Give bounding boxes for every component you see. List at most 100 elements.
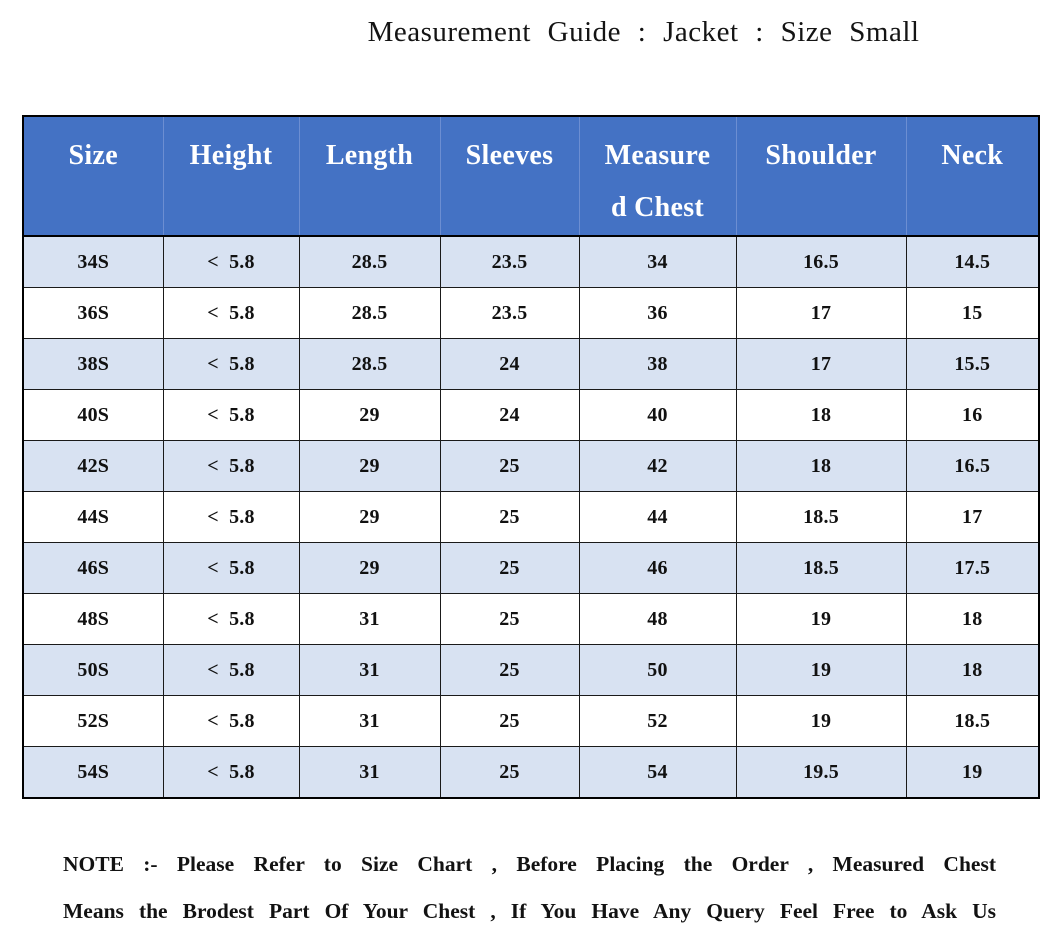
table-cell-shoulder: 17 [735,287,907,339]
table-cell-shoulder: 18 [735,440,907,492]
table-cell-height: < 5.8 [162,338,300,390]
table-cell-sleeves: 24 [439,389,580,441]
table-cell-shoulder: 19 [735,695,907,747]
column-header-length: Length [299,116,441,237]
table-cell-shoulder: 17 [735,338,907,390]
table-row: 36S < 5.8 28.5 23.5 36 17 15 [22,287,1040,339]
table-cell-sleeves: 25 [439,542,580,594]
table-cell-size: 54S [22,746,164,799]
table-cell-shoulder: 19 [735,644,907,696]
table-cell-length: 29 [298,491,441,543]
table-cell-size: 52S [22,695,164,747]
table-cell-measured-chest: 46 [578,542,737,594]
table-cell-measured-chest: 44 [578,491,737,543]
table-row: 50S < 5.8 31 25 50 19 18 [22,644,1040,696]
table-cell-height: < 5.8 [162,491,300,543]
table-cell-measured-chest: 42 [578,440,737,492]
table-cell-length: 28.5 [298,338,441,390]
table-cell-measured-chest: 54 [578,746,737,799]
table-cell-neck: 18 [905,644,1040,696]
table-row: 54S < 5.8 31 25 54 19.5 19 [22,746,1040,799]
table-cell-sleeves: 23.5 [439,287,580,339]
page-title: Measurement Guide : Jacket : Size Small [367,16,920,48]
table-row: 42S < 5.8 29 25 42 18 16.5 [22,440,1040,492]
table-cell-height: < 5.8 [162,389,300,441]
table-cell-shoulder: 16.5 [735,235,907,288]
table-cell-neck: 14.5 [905,235,1040,288]
table-cell-sleeves: 25 [439,593,580,645]
table-row: 40S < 5.8 29 24 40 18 16 [22,389,1040,441]
column-header-shoulder: Shoulder [736,116,907,237]
table-cell-height: < 5.8 [162,695,300,747]
table-cell-length: 29 [298,542,441,594]
note: NOTE :- Please Refer to Size Chart , Bef… [63,841,996,935]
table-cell-size: 40S [22,389,164,441]
table-cell-size: 44S [22,491,164,543]
table-cell-neck: 17.5 [905,542,1040,594]
table-row: 46S < 5.8 29 25 46 18.5 17.5 [22,542,1040,594]
table-cell-size: 48S [22,593,164,645]
table-cell-height: < 5.8 [162,287,300,339]
table-body: 34S < 5.8 28.5 23.5 34 16.5 14.5 36S < 5.8 28.5 23… [22,235,1040,799]
table-cell-size: 34S [22,235,164,288]
table-cell-sleeves: 25 [439,746,580,799]
column-header-size: Size [23,116,164,237]
table-cell-measured-chest: 48 [578,593,737,645]
table-cell-measured-chest: 34 [578,235,737,288]
note-line-1: NOTE :- Please Refer to Size Chart , Bef… [63,852,996,876]
table-cell-neck: 18.5 [905,695,1040,747]
note-line-2: Means the Brodest Part Of Your Chest , I… [63,899,996,923]
table-cell-length: 29 [298,440,441,492]
table-cell-sleeves: 25 [439,695,580,747]
table-cell-length: 28.5 [298,235,441,288]
table-cell-height: < 5.8 [162,644,300,696]
table-cell-neck: 16 [905,389,1040,441]
table-cell-shoulder: 18.5 [735,491,907,543]
table-cell-length: 31 [298,695,441,747]
table-cell-sleeves: 23.5 [439,235,580,288]
table-cell-height: < 5.8 [162,746,300,799]
table-cell-neck: 16.5 [905,440,1040,492]
table-cell-length: 28.5 [298,287,441,339]
table-cell-height: < 5.8 [162,235,300,288]
table-cell-height: < 5.8 [162,440,300,492]
table-cell-measured-chest: 36 [578,287,737,339]
table-row: 34S < 5.8 28.5 23.5 34 16.5 14.5 [22,235,1040,288]
table-cell-size: 38S [22,338,164,390]
table-cell-shoulder: 19.5 [735,746,907,799]
table-row: 48S < 5.8 31 25 48 19 18 [22,593,1040,645]
table-cell-measured-chest: 52 [578,695,737,747]
table-cell-size: 46S [22,542,164,594]
table-cell-neck: 18 [905,593,1040,645]
table-cell-neck: 15.5 [905,338,1040,390]
table-cell-neck: 19 [905,746,1040,799]
table-cell-length: 29 [298,389,441,441]
column-header-height: Height [163,116,300,237]
table-row: 44S < 5.8 29 25 44 18.5 17 [22,491,1040,543]
table-cell-shoulder: 18.5 [735,542,907,594]
table-header: Size Height Length Sleeves Measure d Chest Sh… [23,116,1039,237]
table-cell-length: 31 [298,593,441,645]
table-cell-shoulder: 19 [735,593,907,645]
table-cell-measured-chest: 38 [578,338,737,390]
table-cell-sleeves: 25 [439,644,580,696]
column-header-measured-chest: Measure d Chest [579,116,737,237]
table-cell-neck: 17 [905,491,1040,543]
table-cell-measured-chest: 50 [578,644,737,696]
table-row: 52S < 5.8 31 25 52 19 18.5 [22,695,1040,747]
table-cell-height: < 5.8 [162,593,300,645]
table-cell-shoulder: 18 [735,389,907,441]
table-cell-size: 36S [22,287,164,339]
table-row: 38S < 5.8 28.5 24 38 17 15.5 [22,338,1040,390]
table-cell-sleeves: 25 [439,440,580,492]
table-cell-sleeves: 25 [439,491,580,543]
column-header-neck: Neck [906,116,1039,237]
table-cell-neck: 15 [905,287,1040,339]
table-cell-size: 42S [22,440,164,492]
table-cell-sleeves: 24 [439,338,580,390]
table-cell-length: 31 [298,746,441,799]
table-cell-size: 50S [22,644,164,696]
table-cell-length: 31 [298,644,441,696]
header-row: Size Height Length Sleeves Measure d Chest Sh… [23,116,1039,237]
